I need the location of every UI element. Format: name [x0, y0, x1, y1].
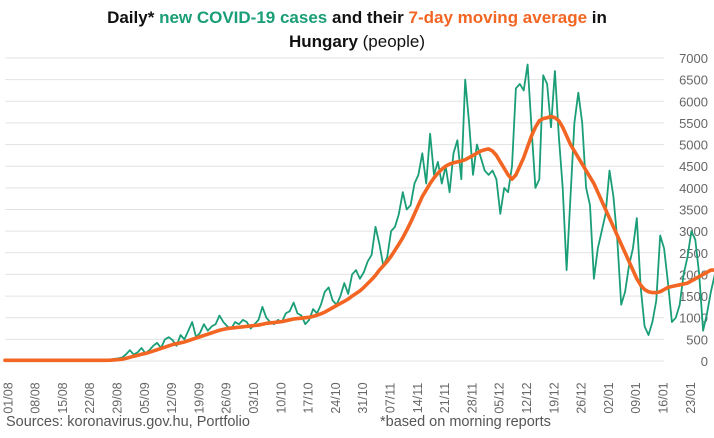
x-axis-ticks: 01/08 08/08 15/08 22/08 29/08 05/09 12/09 19/09…: [1, 382, 698, 413]
series-group: [3, 63, 714, 363]
y-axis-ticks: 0 500 1000 1500 2000 2500 3000 3500 4000 4500 5000…: [679, 51, 708, 369]
title-and-their: and their: [327, 8, 409, 27]
title-daily: Daily*: [107, 8, 160, 27]
x-tick-label: 19/12: [547, 382, 561, 413]
y-tick-label: 1000: [679, 311, 708, 326]
x-tick-label: 08/08: [29, 382, 43, 413]
x-tick-label: 12/12: [520, 382, 534, 413]
title-line-2: Hungary (people): [0, 30, 714, 54]
x-tick-label: 05/12: [493, 382, 507, 413]
x-tick-label: 03/10: [247, 382, 261, 413]
x-tick-label: 02/01: [602, 382, 616, 413]
series-line-daily-cases: [4, 63, 714, 362]
title-country: Hungary: [288, 32, 358, 51]
x-tick-label: 29/08: [110, 382, 124, 413]
x-tick-label: 01/08: [1, 382, 15, 413]
y-tick-label: 5000: [679, 138, 708, 153]
y-tick-label: 2000: [679, 267, 708, 282]
title-unit: (people): [357, 32, 426, 51]
y-tick-label: 3500: [679, 203, 708, 218]
x-tick-label: 10/10: [274, 382, 288, 413]
title-line-1: Daily* new COVID-19 cases and their 7-da…: [0, 6, 714, 30]
x-tick-label: 09/01: [629, 382, 643, 413]
y-tick-label: 0: [701, 354, 708, 369]
y-tick-label: 4500: [679, 159, 708, 174]
y-tick-label: 500: [686, 332, 708, 347]
title-new-cases: new COVID-19 cases: [159, 8, 328, 27]
y-tick-label: 7000: [679, 51, 708, 66]
x-tick-label: 05/09: [138, 382, 152, 413]
x-tick-label: 15/08: [56, 382, 70, 413]
x-tick-label: 14/11: [411, 383, 425, 413]
x-tick-label: 24/10: [329, 382, 343, 413]
title-in: in: [587, 8, 607, 27]
y-tick-label: 6000: [679, 94, 708, 109]
x-tick-label: 12/09: [165, 382, 179, 413]
x-tick-label: 23/01: [684, 382, 698, 413]
source-note: Sources: koronavirus.gov.hu, Portfolio: [6, 414, 250, 430]
x-tick-label: 22/08: [83, 382, 97, 413]
x-tick-label: 07/11: [383, 383, 397, 413]
y-tick-label: 6500: [679, 73, 708, 88]
y-tick-label: 5500: [679, 116, 708, 131]
x-tick-label: 19/09: [192, 382, 206, 413]
x-tick-label: 26/12: [575, 382, 589, 413]
y-tick-label: 3000: [679, 224, 708, 239]
title-moving-average: 7-day moving average: [408, 8, 588, 27]
grid-lines: [5, 57, 664, 362]
footnote: *based on morning reports: [380, 414, 551, 430]
chart-title: Daily* new COVID-19 cases and their 7-da…: [0, 6, 714, 54]
x-tick-label: 17/10: [302, 382, 316, 413]
x-tick-label: 28/11: [465, 383, 479, 413]
x-tick-label: 26/09: [220, 382, 234, 413]
x-tick-label: 16/01: [656, 382, 670, 413]
series-line-moving-average: [3, 114, 714, 363]
x-tick-label: 21/11: [438, 383, 452, 413]
x-tick-label: 31/10: [356, 382, 370, 413]
y-tick-label: 4000: [679, 181, 708, 196]
y-tick-label: 2500: [679, 246, 708, 261]
y-tick-label: 1500: [679, 289, 708, 304]
